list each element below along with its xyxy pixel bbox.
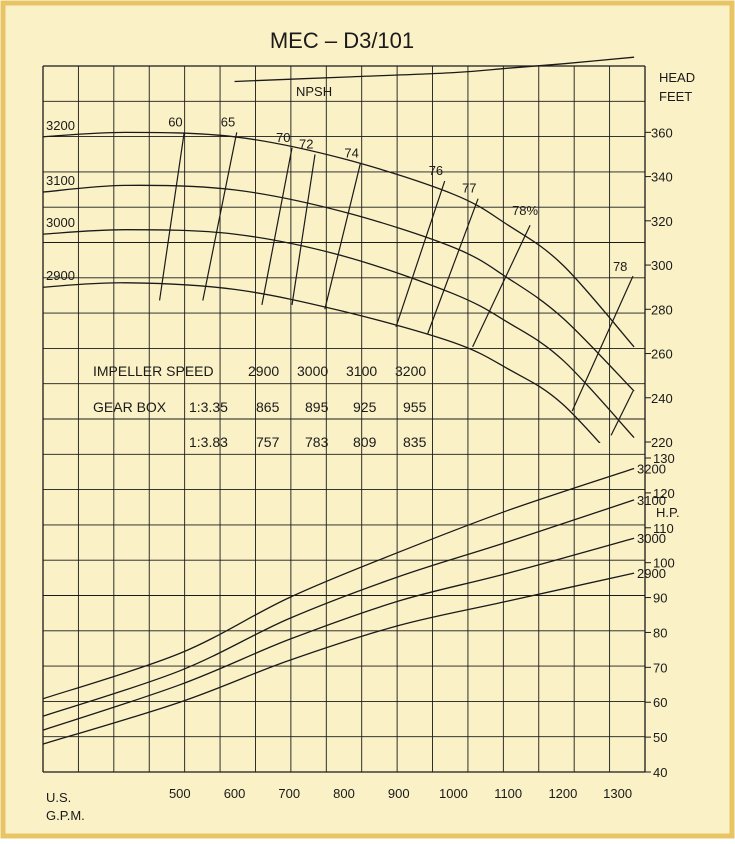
head-tick-label: 300: [651, 258, 673, 273]
head-curve-label: 3100: [46, 173, 75, 188]
head-curve-label: 3000: [46, 215, 75, 230]
efficiency-label: 70: [276, 130, 290, 145]
head-tick-label: 320: [651, 214, 673, 229]
x-tick-label: 600: [224, 786, 246, 801]
efficiency-line: [291, 154, 316, 305]
efficiency-line: [202, 132, 238, 301]
speed-table: IMPELLER SPEED 2900 3000 3100 3200 GEAR BOX 1:…: [93, 363, 427, 450]
table-text: 2900: [248, 363, 279, 379]
x-tick-label: 1100: [494, 786, 522, 801]
x-tick-label: 800: [333, 786, 355, 801]
head-curve-3200: [43, 131, 635, 348]
hp-tick-label: 120: [653, 486, 675, 501]
efficiency-label: 74: [344, 145, 358, 160]
x-tick-label: 1200: [548, 786, 577, 801]
head-curve-2900: [43, 282, 601, 443]
table-text: 757: [256, 434, 280, 450]
hp-curve-label: 2900: [637, 566, 666, 581]
efficiency-label: 78: [613, 259, 627, 274]
table-text: 955: [403, 399, 427, 415]
x-axis-label: G.P.M.: [46, 808, 85, 823]
grid: [42, 65, 646, 773]
hp-tick-label: 70: [653, 660, 667, 675]
table-text: IMPELLER SPEED: [93, 363, 214, 379]
hp-curve-3000: [42, 537, 635, 731]
x-tick-label: 900: [388, 786, 410, 801]
efficiency-line: [395, 180, 446, 328]
hp-curve-3200: [42, 467, 635, 700]
hp-curve-label: 3000: [637, 531, 666, 546]
table-text: 1:3.83: [189, 434, 228, 450]
head-curve-label: 2900: [46, 268, 75, 283]
x-tick-label: 700: [278, 786, 300, 801]
head-tick-label: 360: [651, 125, 673, 140]
efficiency-line: [610, 390, 634, 436]
head-curves: [43, 131, 635, 443]
efficiency-label: 76: [429, 163, 443, 178]
hp-tick-label: 90: [653, 591, 667, 606]
efficiency-label: 72: [299, 136, 313, 151]
labels: 500 600 700 800 900 1000 1100 1200 1300 U.S. G.P.M…: [46, 70, 695, 823]
efficiency-label: 78%: [512, 203, 538, 218]
efficiency-line: [472, 224, 531, 348]
efficiency-line: [261, 147, 293, 305]
table-text: 3100: [346, 363, 377, 379]
hp-tick-label: 130: [653, 451, 675, 466]
hp-curve-2900: [42, 572, 635, 745]
efficiency-line: [158, 132, 185, 301]
hp-tick-label: 100: [653, 556, 675, 571]
hp-curve-3100: [42, 499, 635, 717]
x-tick-label: 500: [169, 786, 191, 801]
chart-title: MEC – D3/101: [270, 28, 414, 53]
table-text: 1:3.35: [189, 399, 228, 415]
efficiency-line: [427, 198, 479, 334]
efficiency-line: [324, 163, 362, 310]
efficiency-label: 60: [168, 114, 182, 129]
head-curve-3000: [43, 229, 635, 439]
table-text: 925: [353, 399, 377, 415]
hp-axis-label: H.P.: [656, 505, 680, 520]
head-curve-3100: [43, 184, 635, 392]
table-text: 835: [403, 434, 427, 450]
efficiency-line: [571, 275, 634, 412]
table-text: 809: [353, 434, 377, 450]
hp-tick-label: 60: [653, 695, 667, 710]
head-axis-label: HEAD: [659, 70, 695, 85]
head-tick-label: 240: [651, 391, 673, 406]
hp-curve-label: 3200: [637, 461, 666, 476]
table-text: GEAR BOX: [93, 399, 167, 415]
head-curve-label: 3200: [46, 118, 75, 133]
head-tick-label: 340: [651, 170, 673, 185]
table-text: 895: [305, 399, 329, 415]
hp-tick-label: 110: [653, 521, 674, 536]
hp-tick-label: 50: [653, 730, 667, 745]
hp-tick-label: 80: [653, 625, 667, 640]
npsh-label: NPSH: [296, 84, 332, 99]
efficiency-label: 65: [221, 114, 235, 129]
hp-tick-label: 40: [653, 765, 667, 780]
table-text: 865: [256, 399, 280, 415]
table-text: 3000: [297, 363, 328, 379]
x-tick-label: 1000: [439, 786, 468, 801]
x-tick-label: 1300: [603, 786, 632, 801]
table-text: 3200: [395, 363, 426, 379]
hp-curve-label: 3100: [637, 493, 666, 508]
head-tick-label: 260: [651, 347, 673, 362]
curves: [42, 56, 635, 745]
head-tick-label: 220: [651, 435, 673, 450]
head-tick-label: 280: [651, 302, 673, 317]
table-text: 783: [305, 434, 329, 450]
x-axis-label: U.S.: [46, 790, 71, 805]
head-axis-label: FEET: [659, 89, 692, 104]
npsh-curve: [234, 56, 635, 83]
efficiency-label: 77: [462, 181, 476, 196]
